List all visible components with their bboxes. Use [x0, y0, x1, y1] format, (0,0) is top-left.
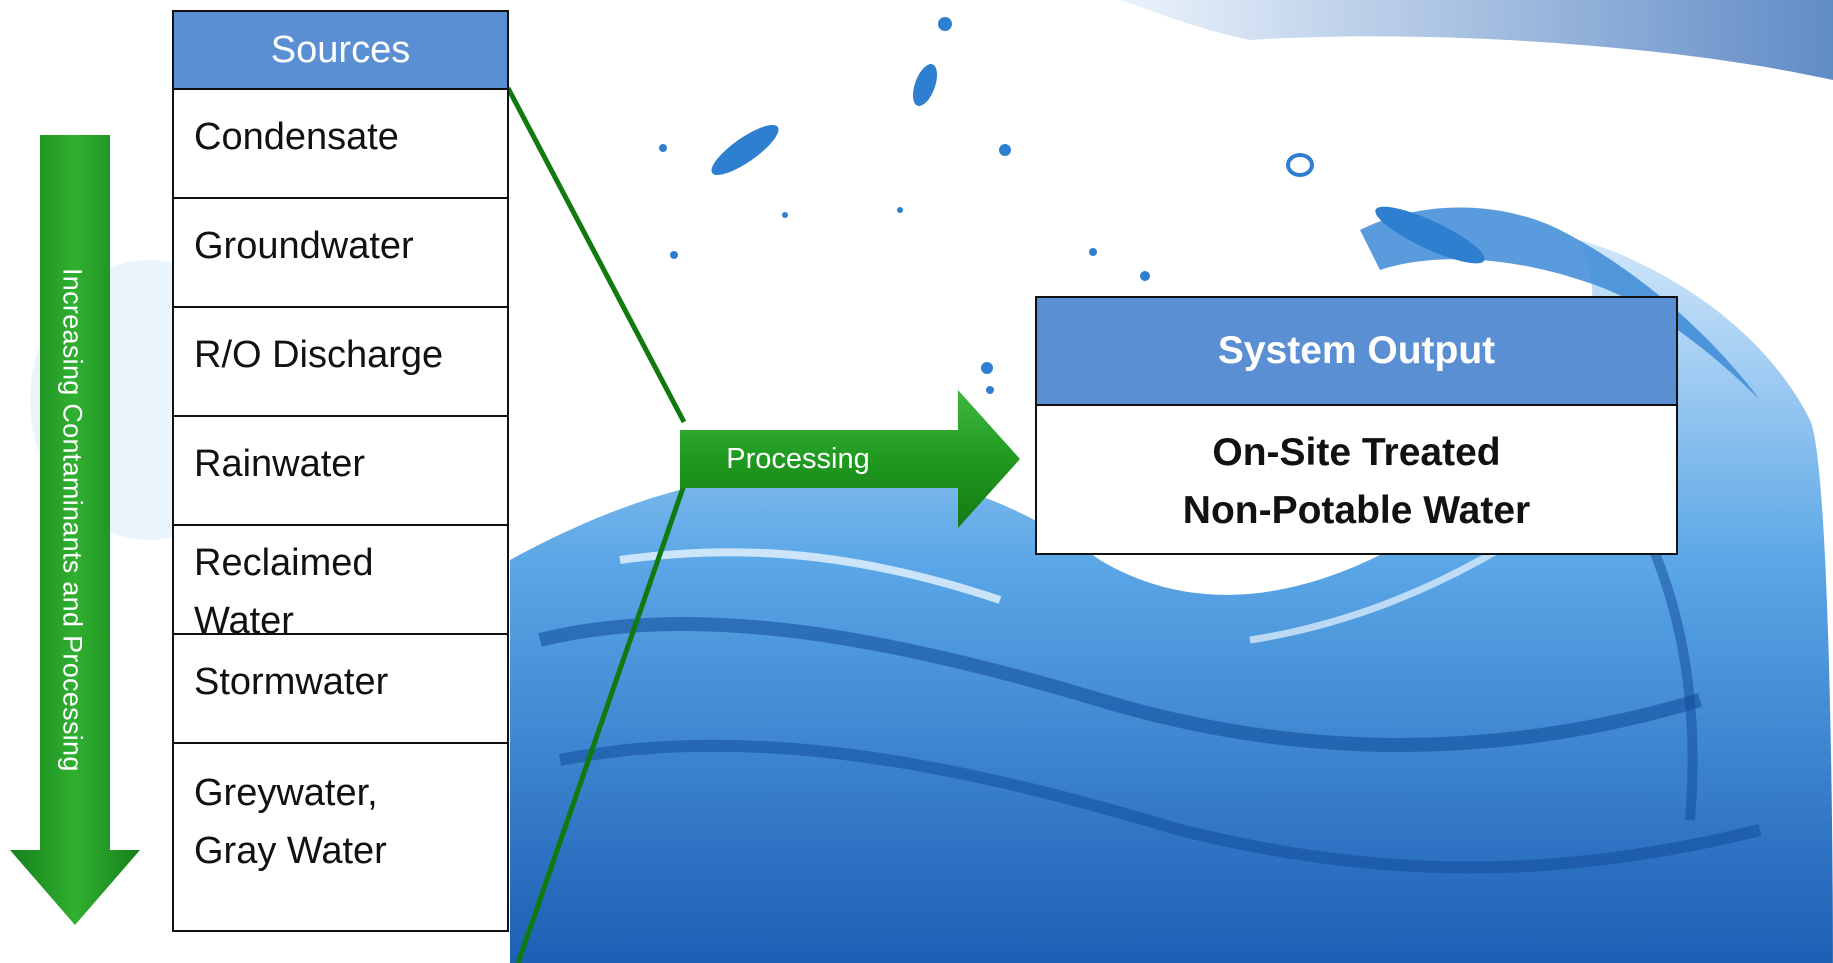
source-row-stormwater: Stormwater: [174, 635, 507, 744]
source-label-line2: Gray Water: [194, 830, 387, 872]
system-output-header: System Output: [1037, 298, 1676, 406]
system-output-body: On-Site Treated Non-Potable Water: [1037, 406, 1676, 540]
source-label: Reclaimed: [194, 542, 374, 584]
processing-label: Processing: [726, 442, 870, 475]
source-label-line2: Water: [194, 600, 294, 642]
source-label: R/O Discharge: [194, 334, 444, 376]
processing-arrow: [680, 390, 1020, 528]
source-row-greywater: Greywater, Gray Water: [174, 744, 507, 930]
system-output-box: System Output On-Site Treated Non-Potabl…: [1035, 296, 1678, 555]
sources-table: Sources Condensate Groundwater R/O Disch…: [172, 10, 509, 932]
source-row-groundwater: Groundwater: [174, 199, 507, 308]
increasing-contaminants-arrow: [10, 135, 140, 925]
connector-line-bottom: [515, 484, 687, 963]
source-row-ro-discharge: R/O Discharge: [174, 308, 507, 417]
output-line-1: On-Site Treated: [1212, 431, 1501, 474]
source-label: Greywater,: [194, 772, 378, 814]
source-row-reclaimed-water: Reclaimed Water: [174, 526, 507, 642]
source-label: Stormwater: [194, 661, 389, 703]
side-arrow-label: Increasing Contaminants and Processing: [57, 268, 88, 772]
source-label: Condensate: [194, 116, 399, 158]
output-line-2: Non-Potable Water: [1182, 489, 1531, 532]
source-label: Groundwater: [194, 225, 414, 267]
source-row-rainwater: Rainwater: [174, 417, 507, 526]
connector-line-top: [505, 86, 687, 424]
source-row-condensate: Condensate: [174, 90, 507, 199]
source-label: Rainwater: [194, 443, 366, 485]
sources-header: Sources: [174, 12, 507, 90]
